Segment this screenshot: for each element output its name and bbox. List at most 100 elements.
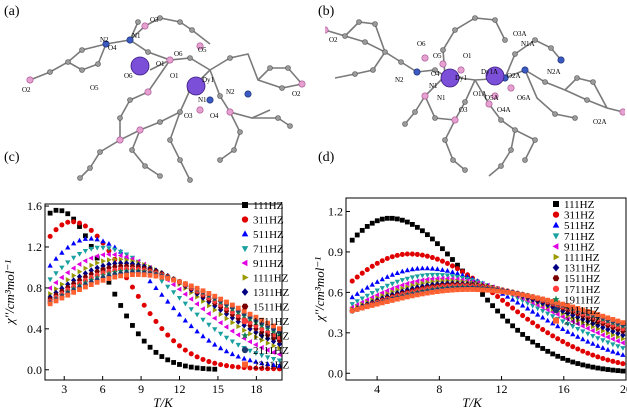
data-point xyxy=(409,275,415,281)
data-point xyxy=(206,359,212,365)
legend-label: 711HZ xyxy=(564,231,595,243)
x-tick-label: 6 xyxy=(100,382,106,396)
data-point xyxy=(218,362,224,368)
data-point xyxy=(530,320,536,326)
data-point xyxy=(100,245,106,251)
data-point xyxy=(585,309,591,314)
data-point xyxy=(230,320,236,326)
data-point xyxy=(374,301,380,307)
data-point xyxy=(64,270,70,276)
data-point xyxy=(495,288,500,294)
data-point xyxy=(247,365,253,371)
molecule-a-atom-labels: N2 O4 N1 O3 O2 O6 O1 O5 O6 O1 Dy1 O5 N1 … xyxy=(22,16,301,120)
x-tick-label: 12 xyxy=(496,382,508,396)
data-point xyxy=(449,263,455,269)
data-point xyxy=(620,340,625,346)
atom-label: N1 xyxy=(132,32,141,40)
data-point xyxy=(247,311,253,317)
data-point xyxy=(574,321,580,327)
data-point xyxy=(223,363,230,369)
data-point xyxy=(374,260,380,266)
data-point xyxy=(76,261,82,267)
legend-label: 311HZ xyxy=(253,215,284,227)
data-point xyxy=(595,365,601,371)
legend-marker xyxy=(241,317,249,325)
data-point xyxy=(579,323,585,329)
data-point xyxy=(65,292,71,298)
atom-label: O6A xyxy=(517,94,531,102)
data-point xyxy=(590,310,596,316)
data-point xyxy=(54,286,59,292)
data-point xyxy=(550,351,556,357)
data-point xyxy=(409,266,415,272)
data-point xyxy=(560,339,566,345)
data-point xyxy=(59,208,65,214)
data-point xyxy=(53,271,59,277)
data-point xyxy=(590,334,596,339)
data-point xyxy=(399,282,405,288)
data-point xyxy=(389,286,395,292)
data-point xyxy=(600,345,606,350)
data-point xyxy=(236,323,242,330)
data-point xyxy=(425,232,430,238)
data-point xyxy=(71,240,77,246)
data-point xyxy=(459,275,466,281)
data-point xyxy=(485,297,490,303)
data-point xyxy=(429,255,435,261)
data-point xyxy=(141,272,147,278)
data-point xyxy=(444,260,450,266)
data-point xyxy=(594,330,600,336)
data-point xyxy=(435,289,440,294)
data-point xyxy=(369,220,375,226)
data-point xyxy=(544,307,550,313)
data-point xyxy=(575,361,581,366)
x-tick-label: 18 xyxy=(250,382,262,396)
data-point xyxy=(106,270,112,277)
data-point xyxy=(525,335,531,341)
data-point xyxy=(530,303,536,309)
series-111HZ xyxy=(47,207,218,372)
legend-marker xyxy=(552,221,560,228)
data-point xyxy=(505,289,511,295)
data-point xyxy=(444,273,451,279)
data-point xyxy=(520,313,526,319)
legend-label: 1911HZ xyxy=(253,331,290,343)
x-tick-label: 15 xyxy=(212,382,224,396)
legend-marker xyxy=(242,202,248,208)
data-point xyxy=(394,216,400,222)
data-point xyxy=(88,246,94,252)
data-point xyxy=(159,274,165,280)
atom-label: O3 xyxy=(150,16,159,24)
y-tick-label: 1.2 xyxy=(328,204,343,218)
data-point xyxy=(53,280,58,286)
data-point xyxy=(265,355,271,361)
data-point xyxy=(595,312,601,318)
data-point xyxy=(65,244,71,250)
data-point xyxy=(71,255,77,261)
data-point xyxy=(159,326,165,332)
atom-label: N1 xyxy=(429,82,438,90)
data-point xyxy=(77,287,82,293)
data-point xyxy=(389,272,395,277)
data-point xyxy=(171,305,177,311)
data-point xyxy=(83,233,88,239)
data-point xyxy=(384,283,390,289)
legend-label: 1311HZ xyxy=(253,287,290,299)
data-point xyxy=(100,252,105,258)
data-point xyxy=(439,273,446,278)
data-point xyxy=(82,274,88,280)
data-point xyxy=(59,249,65,255)
data-point xyxy=(229,351,235,357)
data-point xyxy=(570,324,576,330)
atom-label: O4 xyxy=(108,44,117,52)
molecule-a-oxygens xyxy=(26,22,306,144)
data-point xyxy=(580,329,586,335)
legend-marker xyxy=(241,246,249,253)
data-point xyxy=(510,323,516,329)
data-point xyxy=(580,307,586,313)
data-point xyxy=(500,297,506,303)
data-point xyxy=(212,341,218,347)
data-point xyxy=(605,347,611,352)
legend-marker xyxy=(242,274,249,281)
data-point xyxy=(455,287,460,293)
